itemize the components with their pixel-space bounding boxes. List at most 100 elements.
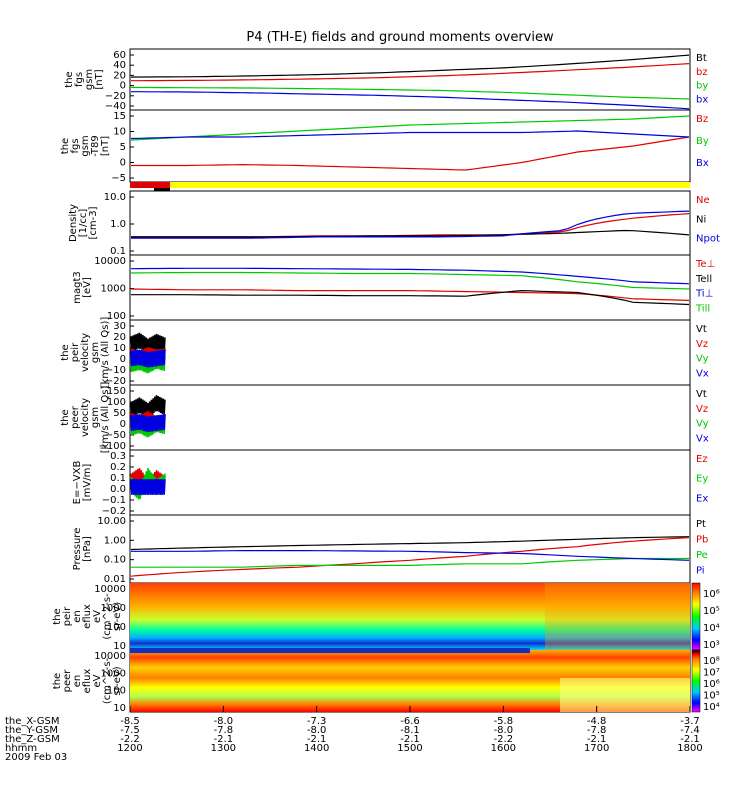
- series-line-by: [130, 115, 690, 141]
- x-axis-value: -2.1: [587, 734, 607, 745]
- y-axis-label-line: [1/cc]: [78, 209, 89, 238]
- y-tick-label: 10000: [94, 256, 126, 267]
- y-axis-label-line: sr-eV): [112, 666, 123, 695]
- panel-frame: [129, 48, 691, 111]
- x-axis-value: -2.1: [400, 734, 420, 745]
- y-tick-label: −0.2: [102, 506, 126, 517]
- y-tick-label: 10: [113, 343, 126, 354]
- legend-label: Vz: [696, 339, 708, 350]
- y-axis-label-line: [eV]: [82, 277, 93, 298]
- x-axis-value: 1400: [304, 743, 329, 754]
- y-tick-label: 10.00: [97, 516, 126, 527]
- y-tick-label: 0: [120, 419, 126, 430]
- electron-late-band: [560, 678, 690, 712]
- y-tick-label: 1000: [101, 284, 126, 295]
- x-axis-value: -7.5: [120, 725, 140, 736]
- colorbar-tick-label: 10⁶: [703, 679, 720, 690]
- legend-label: bx: [696, 94, 708, 105]
- series-line-bt: [130, 54, 690, 78]
- panel-frame: [129, 449, 691, 516]
- x-axis-value: 1600: [491, 743, 516, 754]
- y-axis-label: Pressure[nPa]: [72, 528, 93, 571]
- y-axis-label-line: -T89: [90, 135, 101, 157]
- y-tick-label: 0: [120, 158, 126, 169]
- colorbar-tick-label: 10⁵: [703, 691, 720, 702]
- y-axis-label-line: velocity: [80, 333, 91, 372]
- y-tick-label: 0.0: [110, 484, 126, 495]
- series-line-ni: [131, 229, 690, 238]
- colorbar-tick-label: 10⁷: [703, 668, 720, 679]
- colorbar-ion: [691, 582, 701, 651]
- y-tick-label: 1000: [101, 668, 126, 679]
- series-line-npot: [131, 210, 690, 239]
- status-bar-black: [154, 188, 170, 191]
- y-tick-label: 0.2: [110, 462, 126, 473]
- y-tick-label: −10: [105, 365, 126, 376]
- y-tick-label: 10: [113, 641, 126, 652]
- series-line-bz: [131, 63, 690, 82]
- legend-label: Vy: [696, 419, 709, 430]
- x-axis-value: -7.4: [680, 725, 700, 736]
- y-tick-label: 0.1: [110, 473, 126, 484]
- y-axis-label-line: Pressure: [72, 528, 83, 571]
- y-axis-label-line: fgs: [74, 72, 85, 87]
- y-axis-label-line: (cm^2-s-: [102, 657, 113, 704]
- legend-label: Ne: [696, 195, 710, 206]
- x-axis-value: -5.8: [494, 716, 514, 727]
- y-tick-label: 100: [107, 686, 126, 697]
- legend-label: Pb: [696, 535, 708, 546]
- colorbar-tick-label: 10⁸: [703, 656, 720, 667]
- series-line-pe: [131, 557, 689, 568]
- y-tick-label: 10.0: [104, 192, 126, 203]
- y-axis-label-line: [cm-3]: [88, 206, 99, 239]
- series-line-tell: [131, 289, 690, 306]
- y-tick-label: −0.1: [102, 495, 126, 506]
- y-axis-label-line: the: [52, 673, 63, 689]
- series-line-pi: [131, 549, 690, 561]
- y-tick-label: 0: [120, 81, 126, 92]
- y-tick-label: 30: [113, 321, 126, 332]
- x-axis-value: -6.6: [400, 716, 420, 727]
- y-tick-label: −100: [99, 441, 126, 452]
- y-axis-label-line: the: [60, 344, 71, 360]
- legend-label: Vt: [696, 389, 707, 400]
- y-axis-label-line: velocity: [80, 398, 91, 437]
- y-axis-label-line: peir: [70, 342, 81, 362]
- x-axis-value: 1700: [584, 743, 609, 754]
- y-axis-label-line: the: [60, 138, 71, 154]
- series-line-bx: [131, 91, 690, 110]
- y-tick-label: 60: [113, 50, 126, 61]
- x-axis-value: -2.2: [494, 734, 514, 745]
- y-axis-label: thefgsgsm-T89[nT]: [60, 135, 111, 157]
- series-line-pb: [130, 537, 690, 577]
- status-bar-red: [130, 182, 170, 188]
- y-axis-label-line: en: [72, 675, 83, 688]
- y-tick-label: 100: [107, 622, 126, 633]
- series-line-pt: [130, 536, 690, 551]
- legend-label: Bz: [696, 114, 708, 125]
- legend-label: Vz: [696, 404, 708, 415]
- series-line-vx: [130, 414, 166, 432]
- y-axis-label-line: Density: [68, 204, 79, 242]
- series-line-vt: [130, 332, 166, 354]
- y-tick-label: 0.3: [110, 451, 126, 462]
- y-axis-label-line: peer: [70, 405, 81, 429]
- y-tick-label: −20: [105, 91, 126, 102]
- y-tick-label: 15: [113, 111, 126, 122]
- legend-label: Ni: [696, 214, 706, 225]
- colorbar-tick-label: 10⁴: [703, 623, 720, 634]
- x-axis-value: -8.1: [400, 725, 420, 736]
- y-tick-label: −20: [105, 376, 126, 387]
- y-axis-label-line: fgs: [70, 138, 81, 153]
- series-line-till: [130, 271, 690, 290]
- y-tick-label: 1.0: [110, 219, 126, 230]
- x-axis-value: -8.0: [214, 716, 234, 727]
- panel-3: 10.0 1.0 0.1 Density[1/cc][cm-3] Ne Ni Npot: [68, 190, 720, 257]
- status-bar: [130, 182, 690, 191]
- x-axis-value: -7.8: [587, 725, 607, 736]
- y-tick-label: 20: [113, 332, 126, 343]
- series-line-vt: [130, 395, 166, 419]
- y-tick-label: 10: [113, 703, 126, 714]
- y-tick-label: 5: [120, 142, 126, 153]
